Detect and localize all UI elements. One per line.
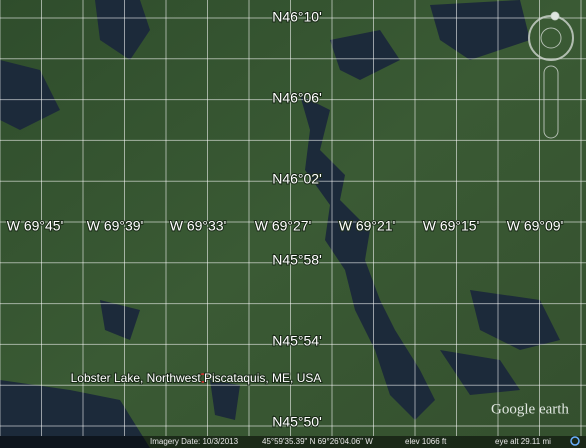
longitude-label: W 69°39'	[87, 218, 144, 234]
longitude-label: W 69°21'	[339, 218, 396, 234]
status-bar	[0, 436, 586, 448]
status-icon	[570, 436, 580, 446]
water-bodies	[0, 0, 560, 448]
graticule	[0, 0, 586, 436]
coordinates: 45°59'35.39" N 69°26'04.06" W	[262, 437, 373, 446]
latitude-label: N45°50'	[272, 414, 322, 430]
latitude-label: N45°54'	[272, 333, 322, 349]
longitude-label: W 69°27'	[255, 218, 312, 234]
latitude-label: N45°58'	[272, 252, 322, 268]
imagery-date: Imagery Date: 10/3/2013	[150, 437, 239, 446]
nav-control[interactable]	[528, 11, 574, 139]
latitude-label: N46°06'	[272, 90, 322, 106]
place-label[interactable]: Lobster Lake, Northwest Piscataquis, ME,…	[70, 370, 323, 386]
longitude-label: W 69°45'	[7, 218, 64, 234]
logo: Google earth	[491, 401, 569, 417]
longitude-label: W 69°15'	[423, 218, 480, 234]
eye-altitude: eye alt 29.11 mi	[495, 437, 551, 446]
longitude-label: W 69°33'	[170, 218, 227, 234]
place-marker[interactable]	[198, 373, 208, 383]
latitude-label: N46°02'	[272, 171, 322, 187]
elevation: elev 1066 ft	[405, 437, 447, 446]
longitude-label: W 69°09'	[507, 218, 564, 234]
latitude-label: N46°10'	[272, 9, 322, 25]
